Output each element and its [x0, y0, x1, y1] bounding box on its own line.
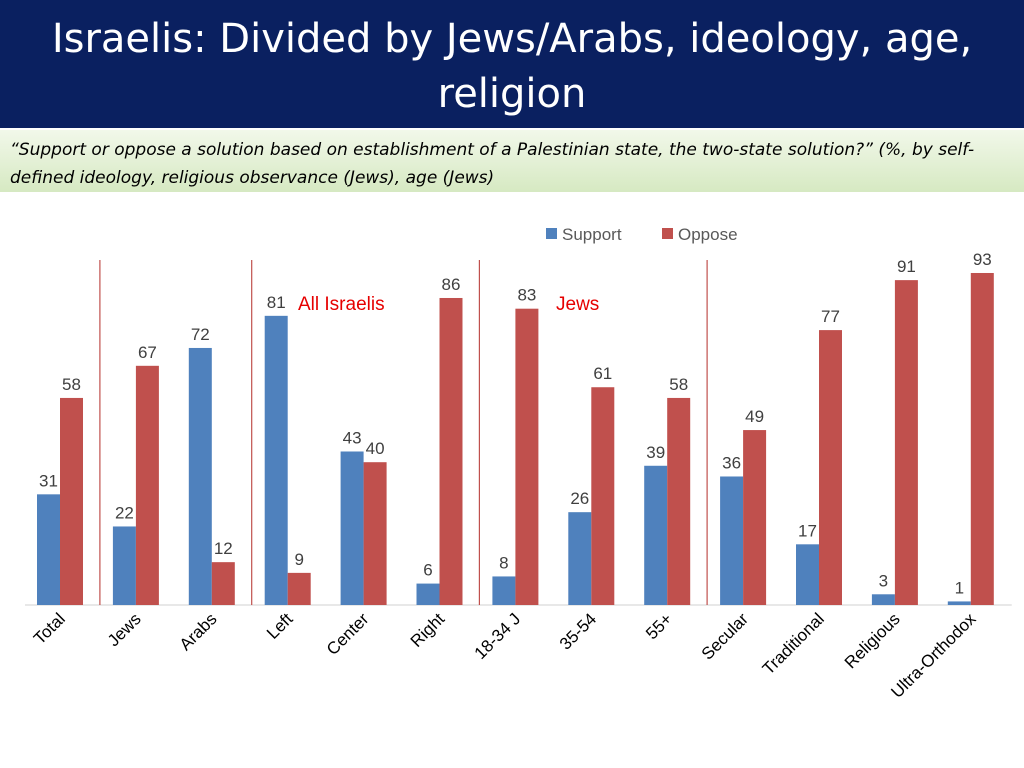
data-label-oppose-10: 49: [745, 407, 764, 426]
bar-chart: 3158Total2267Jews7212Arabs819Left4340Cen…: [25, 225, 1012, 702]
data-label-support-1: 31: [39, 471, 58, 490]
data-label-support-2: 22: [115, 503, 134, 522]
x-tick-label-10: Secular: [698, 609, 752, 663]
bar-support-1: [37, 494, 60, 605]
data-label-support-7: 8: [499, 553, 508, 572]
data-label-support-3: 72: [191, 325, 210, 344]
legend-label-oppose: Oppose: [678, 225, 738, 244]
data-label-support-6: 6: [423, 561, 432, 580]
bar-oppose-7: [515, 308, 539, 605]
bar-support-7: [492, 576, 516, 605]
bar-oppose-13: [970, 272, 994, 605]
data-label-oppose-7: 83: [517, 286, 536, 305]
bar-oppose-4: [287, 572, 311, 605]
legend-swatch-oppose: [662, 228, 673, 239]
data-label-support-9: 39: [646, 443, 665, 462]
x-tick-label-9: 55+: [642, 609, 676, 643]
bar-support-2: [112, 526, 136, 605]
bar-support-10: [720, 476, 744, 605]
bar-oppose-3: [211, 562, 235, 605]
x-tick-label-12: Religious: [841, 609, 904, 672]
data-label-oppose-2: 67: [138, 343, 157, 362]
data-label-support-4: 81: [267, 293, 286, 312]
x-tick-label-3: Arabs: [176, 609, 221, 654]
data-label-oppose-8: 61: [593, 364, 612, 383]
bar-oppose-10: [743, 430, 767, 605]
data-label-oppose-12: 91: [897, 257, 916, 276]
bar-support-4: [264, 315, 288, 605]
x-tick-label-1: Total: [30, 609, 69, 648]
title-bar: Israelis: Divided by Jews/Arabs, ideolog…: [0, 0, 1024, 128]
x-tick-label-2: Jews: [104, 609, 145, 650]
bar-support-13: [947, 601, 971, 605]
data-label-oppose-11: 77: [821, 307, 840, 326]
data-label-oppose-9: 58: [669, 375, 688, 394]
bar-oppose-5: [363, 462, 387, 605]
x-tick-label-8: 35-54: [556, 609, 600, 653]
bar-support-12: [871, 594, 895, 605]
bar-oppose-6: [439, 297, 463, 605]
subtitle-band: “Support or oppose a solution based on e…: [0, 130, 1024, 192]
data-label-oppose-1: 58: [62, 375, 81, 394]
data-label-support-11: 17: [798, 521, 817, 540]
x-tick-label-4: Left: [263, 609, 297, 643]
bar-oppose-12: [894, 280, 918, 605]
bar-support-5: [340, 451, 364, 605]
legend-swatch-support: [546, 228, 557, 239]
annotation-jews: Jews: [556, 294, 599, 315]
bar-oppose-9: [667, 397, 691, 605]
bar-support-3: [188, 347, 212, 605]
x-tick-label-11: Traditional: [759, 609, 828, 678]
data-label-support-13: 1: [955, 578, 964, 597]
annotation-all-israelis: All Israelis: [298, 294, 385, 315]
bar-oppose-11: [819, 330, 842, 605]
bar-support-11: [796, 544, 819, 605]
data-label-oppose-5: 40: [366, 439, 385, 458]
data-label-support-5: 43: [343, 428, 362, 447]
bar-oppose-8: [591, 387, 615, 605]
chart-question: “Support or oppose a solution based on e…: [10, 140, 975, 188]
data-label-support-10: 36: [722, 453, 741, 472]
data-label-oppose-6: 86: [442, 275, 461, 294]
data-label-support-8: 26: [570, 489, 589, 508]
data-label-oppose-13: 93: [973, 250, 992, 269]
bar-support-9: [644, 465, 668, 605]
x-tick-label-7: 18-34 J: [471, 609, 525, 663]
bar-oppose-2: [135, 365, 159, 605]
bar-support-6: [416, 583, 440, 605]
data-label-oppose-4: 9: [294, 550, 303, 569]
data-label-oppose-3: 12: [214, 539, 233, 558]
page-title: Israelis: Divided by Jews/Arabs, ideolog…: [51, 16, 973, 117]
legend-label-support: Support: [562, 225, 622, 244]
x-tick-label-6: Right: [407, 609, 449, 651]
x-tick-label-5: Center: [323, 609, 373, 659]
data-label-support-12: 3: [879, 571, 888, 590]
bar-oppose-1: [60, 397, 83, 605]
bar-support-8: [568, 512, 592, 605]
